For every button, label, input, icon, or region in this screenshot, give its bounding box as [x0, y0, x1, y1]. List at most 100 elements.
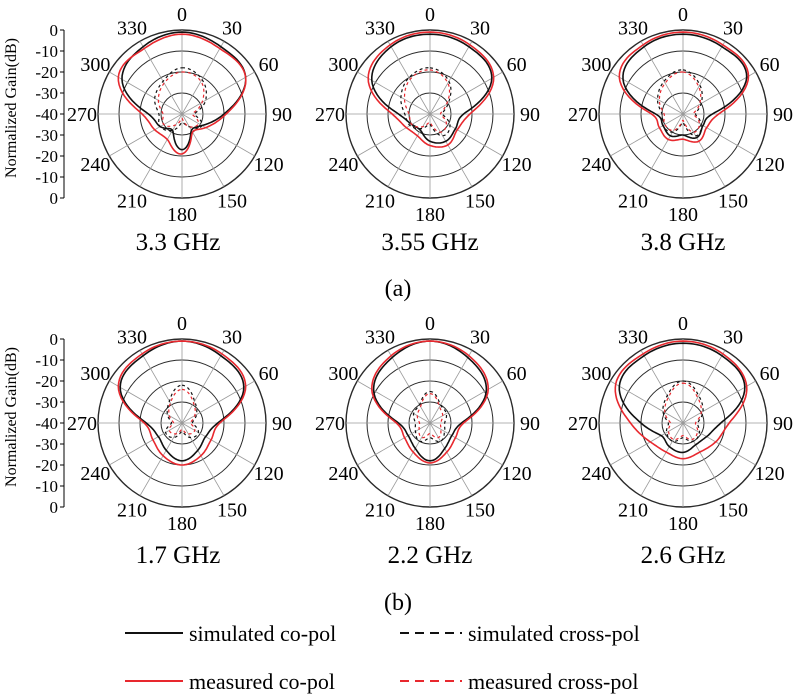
angle-label-90: 90 [272, 413, 292, 435]
angle-label-210: 210 [618, 500, 648, 522]
spoke-120 [429, 113, 503, 157]
spoke-120 [181, 422, 255, 466]
radial-tick-label: -20 [35, 63, 58, 82]
angle-label-0: 0 [425, 4, 435, 26]
chart-title: 3.55 GHz [381, 229, 478, 256]
angle-label-90: 90 [773, 104, 793, 126]
series-simulated-co-pol [371, 33, 493, 144]
angle-label-120: 120 [254, 463, 284, 485]
radial-axis-label: Normalized Gain(dB) [3, 38, 20, 178]
series-simulated-co-pol [618, 342, 746, 454]
angle-label-60: 60 [259, 363, 279, 385]
angle-label-60: 60 [507, 54, 527, 76]
angle-label-90: 90 [272, 104, 292, 126]
angle-label-240: 240 [328, 154, 358, 176]
legend-label-simulated-cross: simulated cross-pol [468, 621, 640, 646]
angle-label-270: 270 [315, 104, 345, 126]
angle-label-330: 330 [117, 17, 147, 39]
chart-title: 2.6 GHz [641, 542, 726, 569]
radial-tick-label: -20 [35, 147, 58, 166]
series-simulated-co-pol [121, 31, 247, 151]
radial-tick-label: -10 [35, 168, 58, 187]
spoke-210 [139, 422, 183, 496]
spoke-30 [682, 350, 726, 424]
spoke-330 [139, 350, 183, 424]
angle-label-120: 120 [502, 154, 532, 176]
angle-label-240: 240 [80, 463, 110, 485]
spoke-30 [429, 41, 473, 115]
angle-label-180: 180 [167, 513, 197, 535]
series-simulated-cross-pol [400, 67, 452, 137]
angle-label-330: 330 [618, 17, 648, 39]
spoke-210 [387, 422, 431, 496]
angle-label-150: 150 [465, 500, 495, 522]
spoke-240 [357, 113, 431, 157]
radial-tick-label: -20 [35, 456, 58, 475]
angle-label-150: 150 [465, 191, 495, 213]
polar-chart-2-6-ghz: 0 30 60 90 120 150 180 210 240 270 300 330 2.6 GHz [568, 313, 793, 569]
spoke-150 [682, 422, 726, 496]
series-measured-cross-pol [658, 71, 702, 133]
legend-label-measured-co: measured co-pol [189, 669, 335, 694]
angle-label-210: 210 [117, 500, 147, 522]
series-measured-co-pol [117, 340, 247, 466]
angle-label-90: 90 [773, 413, 793, 435]
angle-label-270: 270 [67, 104, 97, 126]
angle-label-30: 30 [723, 17, 743, 39]
radial-axis-row-b: 0 -10 -20 -30 -40 -30 -20 -10 0 Normalized Gain(d… [3, 330, 65, 517]
spoke-120 [682, 113, 756, 157]
spoke-120 [682, 422, 756, 466]
series-simulated-cross-pol [656, 69, 703, 137]
spoke-60 [429, 71, 503, 115]
radial-tick-label: -30 [35, 126, 58, 145]
radial-axis-row-a: 0 -10 -20 -30 -40 -30 -20 -10 0 Normalized Gain(d… [3, 21, 65, 208]
radial-tick-label: -30 [35, 393, 58, 412]
spoke-120 [181, 113, 255, 157]
series-measured-co-pol [614, 340, 748, 460]
angle-label-150: 150 [718, 191, 748, 213]
angle-label-270: 270 [568, 413, 598, 435]
series-measured-cross-pol [168, 388, 196, 435]
spoke-150 [429, 422, 473, 496]
angle-label-210: 210 [365, 191, 395, 213]
spoke-300 [610, 71, 684, 115]
angle-label-120: 120 [254, 154, 284, 176]
spoke-300 [109, 71, 183, 115]
spoke-150 [181, 422, 225, 496]
radial-tick-label: -30 [35, 84, 58, 103]
series-measured-cross-pol [157, 71, 205, 128]
spoke-300 [610, 380, 684, 424]
angle-label-270: 270 [568, 104, 598, 126]
angle-label-240: 240 [80, 154, 110, 176]
spoke-300 [357, 380, 431, 424]
angle-label-30: 30 [222, 17, 242, 39]
angle-label-60: 60 [507, 363, 527, 385]
series-simulated-cross-pol [153, 67, 207, 132]
radial-axis-label: Normalized Gain(dB) [3, 347, 20, 487]
legend-label-simulated-co: simulated co-pol [189, 621, 336, 646]
spoke-210 [139, 113, 183, 187]
angle-label-330: 330 [365, 326, 395, 348]
spoke-330 [640, 350, 684, 424]
chart-title: 2.2 GHz [388, 542, 473, 569]
polar-chart-2-2-ghz: 0 30 60 90 120 150 180 210 240 270 300 330 2.2 GHz [315, 313, 540, 569]
angle-label-270: 270 [67, 413, 97, 435]
spoke-240 [610, 422, 684, 466]
radial-tick-label: -10 [35, 351, 58, 370]
angle-label-180: 180 [668, 513, 698, 535]
spoke-120 [429, 422, 503, 466]
legend: simulated co-pol simulated cross-pol mea… [125, 621, 640, 694]
series-measured-cross-pol [664, 382, 702, 441]
spoke-330 [139, 41, 183, 115]
angle-label-30: 30 [470, 326, 490, 348]
series-measured-co-pol [367, 31, 495, 148]
chart-title: 3.3 GHz [136, 229, 221, 256]
polar-chart-3-55-ghz: 0 30 60 90 120 150 180 210 240 270 300 330 3.55 GHz [315, 4, 540, 256]
angle-label-300: 300 [80, 363, 110, 385]
radial-tick-label: -20 [35, 372, 58, 391]
series-measured-co-pol [618, 31, 750, 143]
angle-label-180: 180 [415, 204, 445, 226]
spoke-330 [387, 41, 431, 115]
spoke-150 [429, 113, 473, 187]
